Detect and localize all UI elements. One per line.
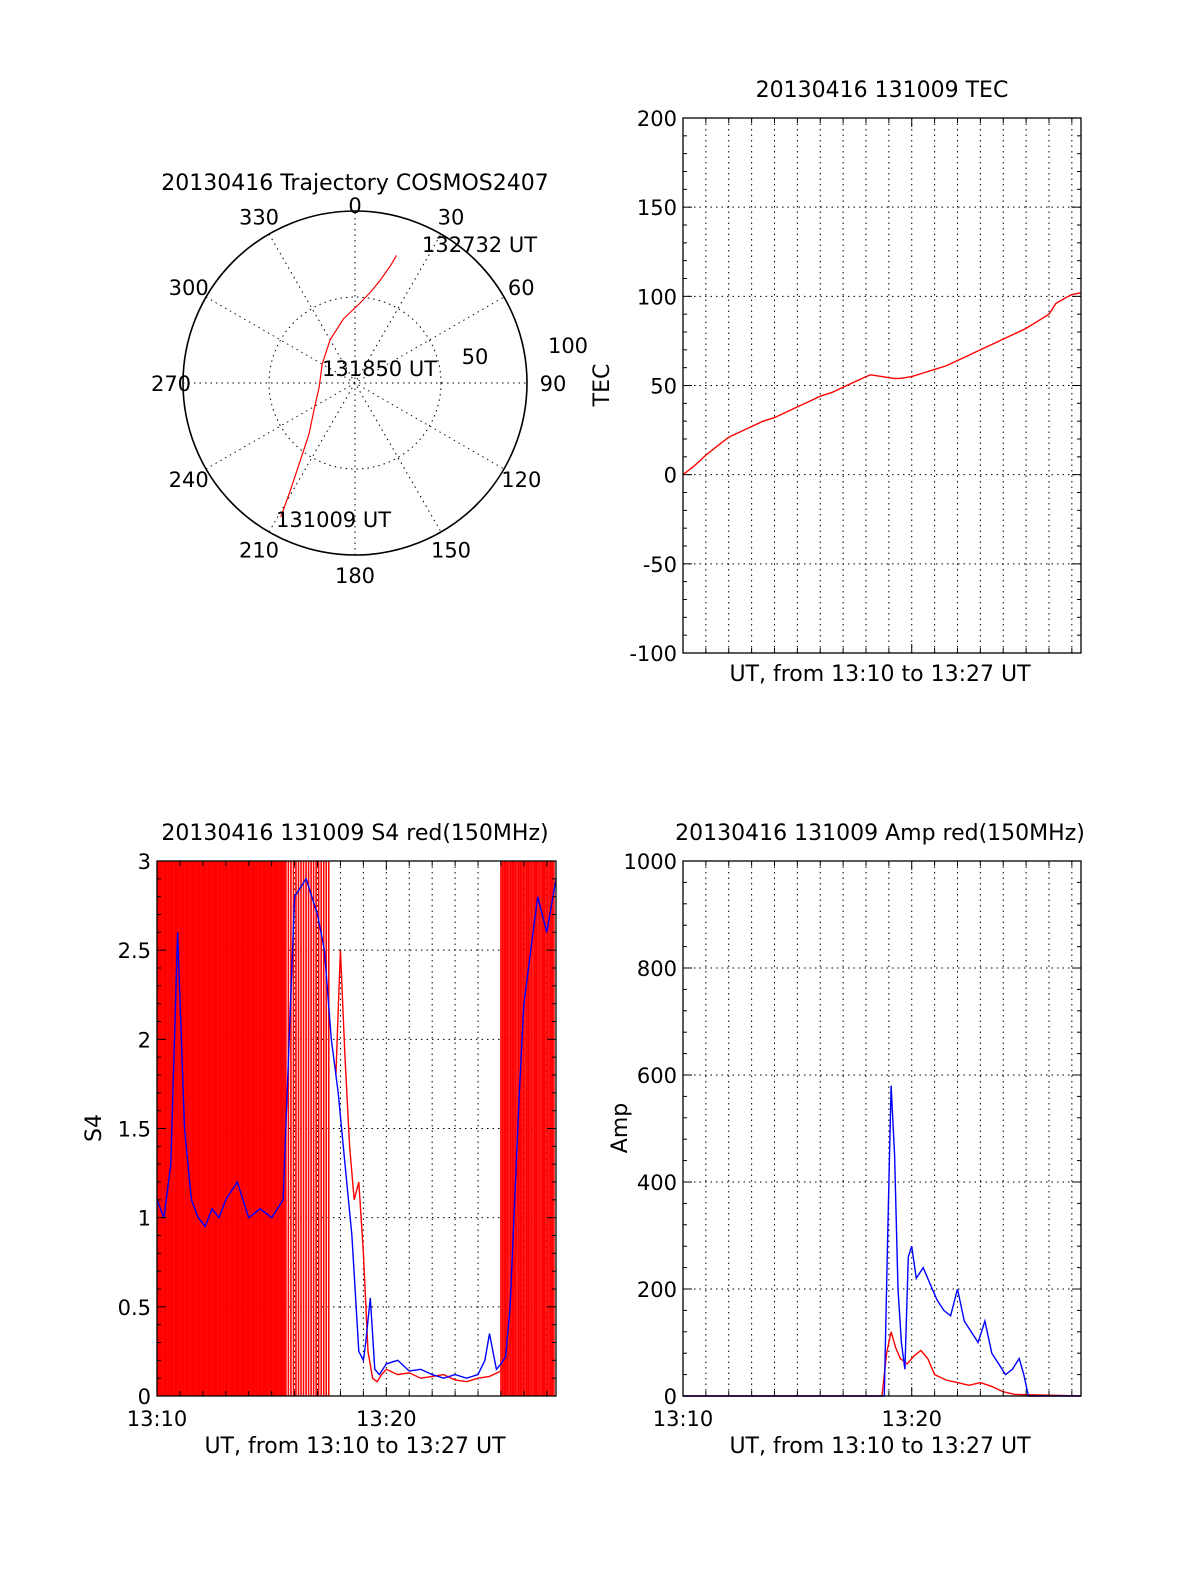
s4-plot: 20130416 131009 S4 red(150MHz) 3 2.5 2 1.5 1… xyxy=(82,821,557,1459)
tec-ytick-label-3: 50 xyxy=(650,375,677,399)
polar-angle-label-270: 270 xyxy=(151,372,191,396)
s4-ytick-label-4: 1 xyxy=(138,1207,151,1231)
polar-inner-circle xyxy=(268,296,442,470)
amp-ytick-label-4: 200 xyxy=(637,1278,677,1302)
trajectory-annotation-start: 131009 UT xyxy=(276,508,391,532)
s4-ytick-label-6: 0 xyxy=(138,1385,151,1409)
tec-series-line-0 xyxy=(682,292,1082,476)
trajectory-line-0 xyxy=(280,255,398,518)
radial-label-100: 100 xyxy=(548,334,588,358)
amp-grid xyxy=(683,861,1081,1396)
s4-series xyxy=(156,877,557,1383)
s4-ytick-label-3: 1.5 xyxy=(118,1118,151,1142)
amp-series xyxy=(683,1085,1082,1397)
amp-tick-marks xyxy=(682,860,1081,1397)
polar-series xyxy=(280,255,398,518)
tec-series xyxy=(682,292,1082,476)
tec-ylabel: TEC xyxy=(590,364,615,408)
tec-ytick-label-5: -50 xyxy=(643,553,677,577)
amp-xtick-label-0: 13:10 xyxy=(653,1407,714,1431)
polar-angle-label-60: 60 xyxy=(508,276,535,300)
polar-angle-label-150: 150 xyxy=(431,538,471,562)
amp-x-tick-labels: 13:10 13:20 xyxy=(653,1407,942,1431)
tec-ytick-label-2: 100 xyxy=(637,285,677,309)
polar-angle-label-0: 0 xyxy=(348,194,361,218)
tec-y-tick-labels: 200 150 100 50 0 -50 -100 xyxy=(629,107,677,666)
tec-plot: 20130416 131009 TEC 200150100500-50-100 … xyxy=(590,78,1082,687)
polar-angle-label-30: 30 xyxy=(438,206,465,230)
amp-ytick-label-5: 0 xyxy=(664,1385,677,1409)
amp-plot: 20130416 131009 Amp red(150MHz) 1000 800 6… xyxy=(608,821,1085,1459)
s4-xtick-label-0: 13:10 xyxy=(127,1407,188,1431)
s4-ytick-label-5: 0.5 xyxy=(118,1296,151,1320)
polar-angle-label-90: 90 xyxy=(540,372,567,396)
s4-series-line-1 xyxy=(156,877,557,1379)
s4-x-tick-labels: 13:10 13:20 xyxy=(127,1407,417,1431)
s4-xlabel: UT, from 13:10 to 13:27 UT xyxy=(204,1434,506,1459)
tec-title: 20130416 131009 TEC xyxy=(756,78,1009,103)
s4-y-tick-labels: 3 2.5 2 1.5 1 0.5 0 xyxy=(118,850,151,1409)
amp-ytick-label-1: 800 xyxy=(637,957,677,981)
polar-angle-label-180: 180 xyxy=(335,564,375,588)
s4-series-line-0 xyxy=(335,950,523,1383)
s4-xtick-label-1: 13:20 xyxy=(356,1407,417,1431)
amp-ytick-label-3: 400 xyxy=(637,1171,677,1195)
trajectory-polar-plot: 20130416 Trajectory COSMOS2407 0 30 60 90 12… xyxy=(151,171,588,588)
polar-angle-label-120: 120 xyxy=(501,468,541,492)
amp-xtick-label-1: 13:20 xyxy=(881,1407,942,1431)
trajectory-annotation-end: 132732 UT xyxy=(422,233,537,257)
amp-series-line-0 xyxy=(683,1331,1082,1397)
tec-tick-marks xyxy=(682,117,1081,654)
polar-grid xyxy=(182,210,528,556)
s4-title: 20130416 131009 S4 red(150MHz) xyxy=(161,821,548,846)
polar-angle-label-300: 300 xyxy=(169,276,209,300)
amp-xlabel: UT, from 13:10 to 13:27 UT xyxy=(729,1434,1031,1459)
radial-label-50: 50 xyxy=(462,345,489,369)
polar-angle-label-210: 210 xyxy=(239,538,279,562)
s4-ylabel: S4 xyxy=(82,1114,107,1142)
tec-ytick-label-6: -100 xyxy=(629,642,677,666)
tec-grid xyxy=(683,118,1081,653)
s4-ytick-label-1: 2.5 xyxy=(118,939,151,963)
tec-ytick-label-0: 200 xyxy=(637,107,677,131)
tec-ytick-label-1: 150 xyxy=(637,196,677,220)
s4-ytick-label-2: 2 xyxy=(138,1028,151,1052)
polar-angle-label-330: 330 xyxy=(239,206,279,230)
tec-ytick-label-4: 0 xyxy=(664,464,677,488)
trajectory-title: 20130416 Trajectory COSMOS2407 xyxy=(161,171,548,196)
amp-y-tick-labels: 1000 800 600 400 200 0 xyxy=(624,850,677,1409)
polar-angle-labels: 0 30 60 90 120 150 180 210 240 270 300 330 xyxy=(151,194,566,588)
amp-ytick-label-2: 600 xyxy=(637,1064,677,1088)
amp-ytick-label-0: 1000 xyxy=(624,850,677,874)
s4-tick-marks xyxy=(156,860,556,1397)
tec-xlabel: UT, from 13:10 to 13:27 UT xyxy=(729,662,1031,687)
amp-series-line-1 xyxy=(683,1085,1081,1397)
polar-spoke-150 xyxy=(268,233,442,533)
trajectory-annotation-mid: 131850 UT xyxy=(322,357,437,381)
polar-angle-label-240: 240 xyxy=(169,468,209,492)
amp-title: 20130416 131009 Amp red(150MHz) xyxy=(675,821,1085,846)
amp-ylabel: Amp xyxy=(608,1103,633,1153)
s4-ytick-label-0: 3 xyxy=(138,850,151,874)
amp-frame xyxy=(682,860,1082,1397)
